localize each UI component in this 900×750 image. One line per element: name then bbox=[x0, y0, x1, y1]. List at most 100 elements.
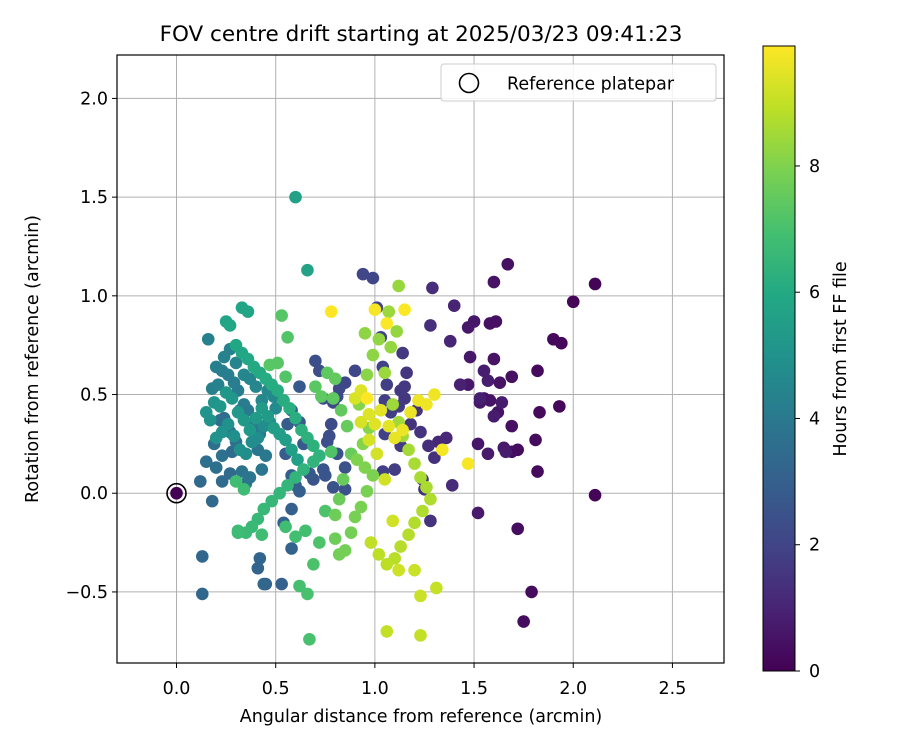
data-point bbox=[501, 257, 515, 271]
data-point bbox=[354, 415, 368, 429]
data-point bbox=[366, 469, 380, 482]
data-point bbox=[326, 392, 340, 405]
data-point bbox=[271, 384, 284, 397]
data-point bbox=[408, 457, 421, 470]
data-point bbox=[362, 407, 376, 421]
data-point bbox=[368, 417, 382, 431]
data-point bbox=[273, 486, 286, 500]
data-point bbox=[511, 522, 524, 536]
x-axis-ticks: 0.0 0.5 1.0 1.5 2.0 2.5 bbox=[163, 663, 686, 699]
data-point bbox=[340, 419, 354, 433]
data-point bbox=[430, 581, 443, 595]
data-point bbox=[372, 548, 386, 561]
x-tick-label: 2.0 bbox=[559, 679, 587, 699]
data-points bbox=[194, 190, 602, 646]
data-point bbox=[249, 411, 263, 425]
data-point bbox=[326, 481, 340, 494]
data-point bbox=[259, 449, 273, 463]
data-point bbox=[324, 417, 338, 431]
colorbar-tick-label: 6 bbox=[809, 283, 820, 303]
data-point bbox=[483, 317, 497, 330]
data-point bbox=[213, 400, 227, 413]
data-point bbox=[251, 561, 265, 575]
data-point bbox=[380, 625, 394, 638]
data-point bbox=[285, 542, 298, 555]
data-point bbox=[229, 356, 243, 370]
data-point bbox=[348, 364, 362, 378]
colorbar-tick-label: 8 bbox=[809, 157, 820, 177]
data-point bbox=[382, 305, 396, 318]
data-point bbox=[237, 482, 251, 496]
data-point bbox=[293, 380, 306, 393]
data-point bbox=[227, 429, 241, 443]
data-point bbox=[317, 463, 330, 476]
data-point bbox=[366, 271, 380, 285]
data-point bbox=[301, 587, 314, 601]
data-point bbox=[285, 502, 298, 516]
data-point bbox=[384, 340, 398, 354]
data-point bbox=[301, 263, 314, 277]
data-point bbox=[505, 419, 519, 433]
y-tick-label: 1.0 bbox=[80, 287, 108, 307]
data-point bbox=[275, 309, 288, 322]
data-point bbox=[402, 443, 415, 457]
data-point bbox=[289, 471, 302, 484]
data-point bbox=[382, 419, 396, 433]
data-point bbox=[374, 404, 388, 417]
data-point bbox=[473, 392, 487, 405]
data-point bbox=[531, 465, 544, 478]
data-point bbox=[229, 475, 243, 488]
data-point bbox=[525, 585, 538, 599]
data-point bbox=[201, 332, 215, 346]
data-point bbox=[209, 431, 223, 445]
data-point bbox=[211, 378, 225, 391]
data-point bbox=[348, 510, 362, 524]
data-point bbox=[368, 303, 382, 316]
data-point bbox=[320, 435, 334, 449]
data-point bbox=[408, 516, 421, 530]
data-point bbox=[225, 392, 239, 405]
data-point bbox=[481, 447, 495, 461]
y-axis-label: Rotation from reference (arcmin) bbox=[23, 215, 43, 503]
data-point bbox=[358, 327, 372, 340]
data-point bbox=[285, 443, 298, 457]
colorbar-tick-label: 2 bbox=[809, 536, 820, 556]
x-axis-label: Angular distance from reference (arcmin) bbox=[240, 707, 603, 727]
reference-point bbox=[170, 486, 183, 500]
data-point bbox=[215, 449, 229, 463]
data-point bbox=[445, 479, 459, 492]
data-point bbox=[517, 615, 530, 628]
reference-marker bbox=[166, 482, 187, 504]
data-point bbox=[453, 378, 467, 391]
colorbar-tick-label: 0 bbox=[809, 662, 820, 682]
data-point bbox=[313, 536, 326, 549]
data-point bbox=[253, 552, 267, 565]
data-point bbox=[324, 305, 338, 318]
data-point bbox=[414, 425, 427, 439]
data-point bbox=[275, 577, 288, 591]
y-tick-label: 2.0 bbox=[80, 89, 108, 109]
data-point bbox=[394, 540, 407, 553]
data-point bbox=[420, 481, 433, 494]
data-point bbox=[309, 380, 322, 393]
data-point bbox=[257, 502, 271, 516]
data-point bbox=[199, 455, 213, 468]
data-point bbox=[428, 451, 441, 465]
data-point bbox=[338, 482, 352, 496]
data-point bbox=[281, 330, 294, 344]
data-point bbox=[255, 528, 269, 541]
data-point bbox=[505, 370, 519, 384]
data-point bbox=[307, 439, 320, 453]
data-point bbox=[370, 447, 384, 461]
data-point bbox=[386, 398, 400, 411]
data-point bbox=[588, 277, 602, 291]
data-point bbox=[426, 281, 439, 295]
data-point bbox=[380, 378, 394, 391]
legend-box bbox=[440, 63, 717, 102]
data-point bbox=[386, 514, 400, 528]
data-point bbox=[471, 437, 485, 451]
data-point bbox=[547, 332, 560, 346]
data-point bbox=[209, 461, 223, 474]
data-point bbox=[334, 404, 348, 417]
